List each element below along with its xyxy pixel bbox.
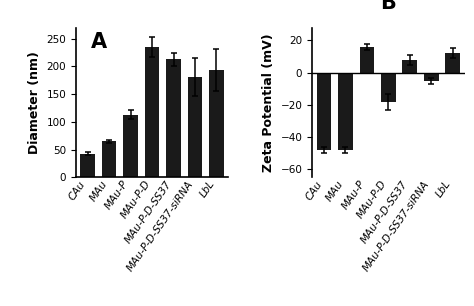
- Bar: [188, 77, 202, 177]
- Bar: [446, 53, 460, 73]
- Y-axis label: Diameter (nm): Diameter (nm): [28, 51, 41, 154]
- Y-axis label: Zeta Potential (mV): Zeta Potential (mV): [262, 33, 275, 172]
- Bar: [102, 141, 117, 177]
- Text: B: B: [380, 0, 396, 13]
- Bar: [123, 115, 138, 177]
- Bar: [338, 73, 353, 150]
- Bar: [360, 47, 374, 73]
- Bar: [166, 59, 181, 177]
- Text: A: A: [91, 32, 107, 52]
- Bar: [402, 60, 417, 73]
- Bar: [381, 73, 396, 102]
- Bar: [145, 47, 159, 177]
- Bar: [317, 73, 331, 150]
- Bar: [81, 154, 95, 177]
- Bar: [209, 70, 224, 177]
- Bar: [424, 73, 438, 81]
